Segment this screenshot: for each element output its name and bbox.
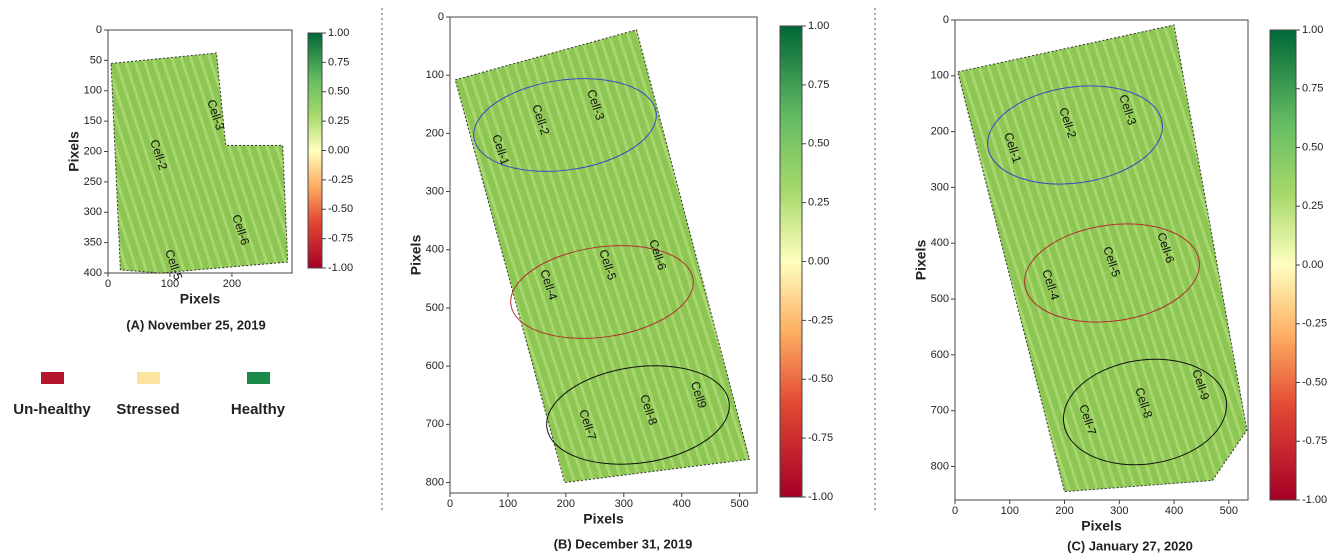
legend-swatch [247, 372, 270, 384]
colorbar-tick-label: -0.75 [808, 432, 833, 444]
y-tick-label: 100 [426, 69, 444, 81]
y-tick-label: 50 [90, 54, 102, 66]
y-axis-label: Pixels [913, 240, 929, 281]
colorbar-tick-label: 1.00 [808, 20, 829, 32]
colorbar-tick-label: -1.00 [808, 491, 833, 503]
y-tick-label: 150 [84, 115, 102, 127]
y-tick-label: 600 [426, 360, 444, 372]
x-axis-label: Pixels [1081, 518, 1122, 534]
y-tick-label: 500 [426, 302, 444, 314]
legend-label: Healthy [231, 401, 286, 418]
colorbar [1269, 29, 1297, 501]
colorbar [779, 25, 803, 498]
y-tick-label: 0 [438, 11, 444, 23]
y-tick-label: 700 [931, 405, 949, 417]
x-tick-label: 0 [447, 498, 453, 510]
cell-group-ellipse [473, 78, 657, 172]
cell-group-ellipse [987, 85, 1163, 185]
colorbar-tick-label: -0.50 [328, 203, 353, 215]
y-tick-label: 300 [84, 206, 102, 218]
legend-label: Stressed [116, 401, 179, 418]
colorbar-tick-label: -0.75 [1302, 435, 1327, 447]
y-tick-label: 350 [84, 237, 102, 249]
y-tick-label: 500 [931, 293, 949, 305]
y-tick-label: 300 [426, 185, 444, 197]
y-tick-label: 0 [943, 14, 949, 26]
field-image [110, 52, 289, 274]
colorbar-tick-label: -0.25 [808, 314, 833, 326]
x-tick-label: 400 [673, 498, 691, 510]
caption: (A) November 25, 2019 [126, 317, 265, 332]
caption: (B) December 31, 2019 [554, 536, 693, 551]
x-tick-label: 200 [223, 278, 241, 290]
x-tick-label: 500 [1220, 505, 1238, 517]
y-tick-label: 200 [931, 126, 949, 138]
x-tick-label: 100 [1001, 505, 1019, 517]
colorbar-tick-label: 0.75 [1302, 83, 1323, 95]
colorbar [307, 32, 323, 269]
x-tick-label: 200 [557, 498, 575, 510]
x-tick-label: 400 [1165, 505, 1183, 517]
y-tick-label: 600 [931, 349, 949, 361]
colorbar-tick-label: -0.50 [1302, 376, 1327, 388]
cell-group-ellipse [546, 365, 730, 465]
y-tick-label: 800 [931, 460, 949, 472]
colorbar-tick-label: -1.00 [328, 262, 353, 274]
x-tick-label: 300 [1110, 505, 1128, 517]
x-tick-label: 0 [952, 505, 958, 517]
y-axis-label: Pixels [408, 235, 424, 276]
colorbar-tick-label: 0.25 [1302, 200, 1323, 212]
x-tick-label: 300 [615, 498, 633, 510]
y-axis-label: Pixels [66, 131, 82, 172]
y-tick-label: 200 [426, 127, 444, 139]
x-axis-label: Pixels [583, 511, 624, 527]
legend-swatch [41, 372, 64, 384]
cell-group-ellipse [510, 245, 694, 339]
x-tick-label: 100 [499, 498, 517, 510]
cell-group-ellipse [1062, 358, 1228, 466]
colorbar-tick-label: 0.75 [328, 56, 349, 68]
x-tick-label: 500 [730, 498, 748, 510]
colorbar-tick-label: 1.00 [1302, 24, 1323, 36]
y-tick-label: 300 [931, 181, 949, 193]
colorbar-tick-label: 0.50 [1302, 141, 1323, 153]
colorbar-tick-label: -0.25 [328, 174, 353, 186]
y-tick-label: 200 [84, 145, 102, 157]
caption: (C) January 27, 2020 [1067, 538, 1193, 553]
colorbar-tick-label: 0.50 [808, 138, 829, 150]
colorbar-tick-label: 0.25 [808, 197, 829, 209]
x-tick-label: 100 [161, 278, 179, 290]
colorbar-tick-label: 0.25 [328, 115, 349, 127]
y-tick-label: 700 [426, 418, 444, 430]
y-tick-label: 0 [96, 24, 102, 36]
field-image [454, 29, 751, 484]
y-tick-label: 800 [426, 476, 444, 488]
colorbar-tick-label: -1.00 [1302, 494, 1327, 506]
cell-group-ellipse [1024, 223, 1200, 323]
colorbar-tick-label: -0.25 [1302, 318, 1327, 330]
colorbar-tick-label: 0.00 [328, 144, 349, 156]
y-tick-label: 400 [931, 237, 949, 249]
colorbar-tick-label: 0.00 [1302, 259, 1323, 271]
colorbar-tick-label: 0.50 [328, 86, 349, 98]
y-tick-label: 100 [84, 85, 102, 97]
legend-swatch [137, 372, 160, 384]
colorbar-tick-label: -0.75 [328, 233, 353, 245]
colorbar-tick-label: -0.50 [808, 373, 833, 385]
x-axis-label: Pixels [180, 291, 221, 307]
x-tick-label: 200 [1055, 505, 1073, 517]
x-tick-label: 0 [105, 278, 111, 290]
field-image [957, 24, 1248, 493]
colorbar-tick-label: 1.00 [328, 27, 349, 39]
legend-label: Un-healthy [13, 401, 91, 418]
colorbar-tick-label: 0.75 [808, 79, 829, 91]
colorbar-tick-label: 0.00 [808, 255, 829, 267]
y-tick-label: 100 [931, 70, 949, 82]
y-tick-label: 250 [84, 176, 102, 188]
y-tick-label: 400 [426, 244, 444, 256]
y-tick-label: 400 [84, 267, 102, 279]
